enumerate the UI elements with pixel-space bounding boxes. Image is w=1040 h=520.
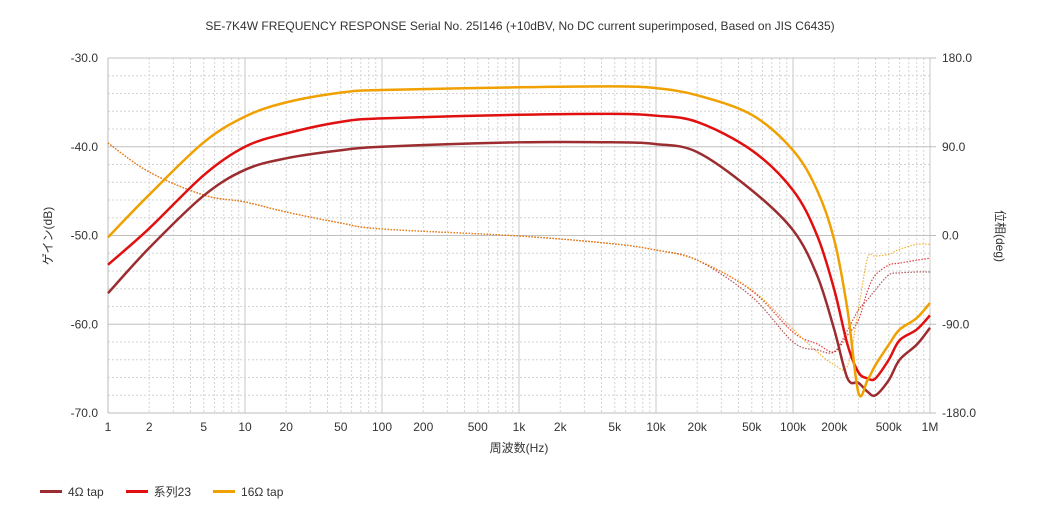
gain-series-line xyxy=(107,112,931,382)
y-tick-label: -70.0 xyxy=(71,406,99,420)
y-tick-label: -40.0 xyxy=(71,140,99,154)
legend-label: 16Ω tap xyxy=(241,484,284,499)
x-tick-label: 100k xyxy=(780,420,807,434)
x-tick-label: 500k xyxy=(876,420,903,434)
ticks: 1 2 5 10 20 50 100 200 500 1k 2k 5k 10k 20k 50k 100k 200… xyxy=(71,51,977,434)
y-tick-label: -50.0 xyxy=(71,229,99,243)
x-tick-label: 5 xyxy=(200,420,207,434)
series-lines xyxy=(107,85,931,398)
x-tick-label: 20 xyxy=(280,420,294,434)
grid xyxy=(107,57,931,414)
legend-item: 4Ω tap xyxy=(40,483,104,500)
legend-item: 16Ω tap xyxy=(213,483,283,500)
y2-tick-label: 0.0 xyxy=(942,229,959,243)
x-tick-label: 100 xyxy=(372,420,392,434)
legend-swatch xyxy=(213,490,236,493)
legend: 4Ω tap 系列23 16Ω tap xyxy=(40,483,283,500)
gain-series-line xyxy=(107,140,931,398)
legend-label: 系列23 xyxy=(153,485,192,499)
y2-axis-label: 位相(deg) xyxy=(993,210,1008,262)
x-tick-label: 5k xyxy=(608,420,622,434)
phase-series-line xyxy=(107,142,931,371)
x-tick-label: 50k xyxy=(742,420,762,434)
legend-label: 4Ω tap xyxy=(68,484,104,499)
x-tick-label: 10k xyxy=(646,420,666,434)
x-tick-label: 2k xyxy=(554,420,568,434)
x-tick-label: 1M xyxy=(922,420,939,434)
gain-series-line xyxy=(107,85,931,398)
y2-tick-label: 90.0 xyxy=(942,140,966,154)
y2-tick-label: 180.0 xyxy=(942,51,972,65)
y2-tick-label: -180.0 xyxy=(942,406,976,420)
x-tick-label: 50 xyxy=(334,420,348,434)
legend-swatch xyxy=(125,490,148,493)
x-tick-label: 1 xyxy=(105,420,112,434)
y2-tick-label: -90.0 xyxy=(942,317,970,331)
legend-item: 系列23 xyxy=(125,483,192,500)
y-tick-label: -30.0 xyxy=(71,51,99,65)
y-tick-label: -60.0 xyxy=(71,317,99,331)
legend-swatch xyxy=(40,490,62,493)
x-tick-label: 20k xyxy=(688,420,708,434)
x-tick-label: 10 xyxy=(238,420,252,434)
x-tick-label: 200k xyxy=(821,420,848,434)
x-tick-label: 2 xyxy=(146,420,153,434)
x-tick-label: 500 xyxy=(468,420,488,434)
x-tick-label: 1k xyxy=(513,420,527,434)
x-axis-label: 周波数(Hz) xyxy=(490,440,549,455)
y-axis-label: ゲイン(dB) xyxy=(41,207,55,265)
chart-title: SE-7K4W FREQUENCY RESPONSE Serial No. 25… xyxy=(205,19,834,33)
x-tick-label: 200 xyxy=(413,420,433,434)
